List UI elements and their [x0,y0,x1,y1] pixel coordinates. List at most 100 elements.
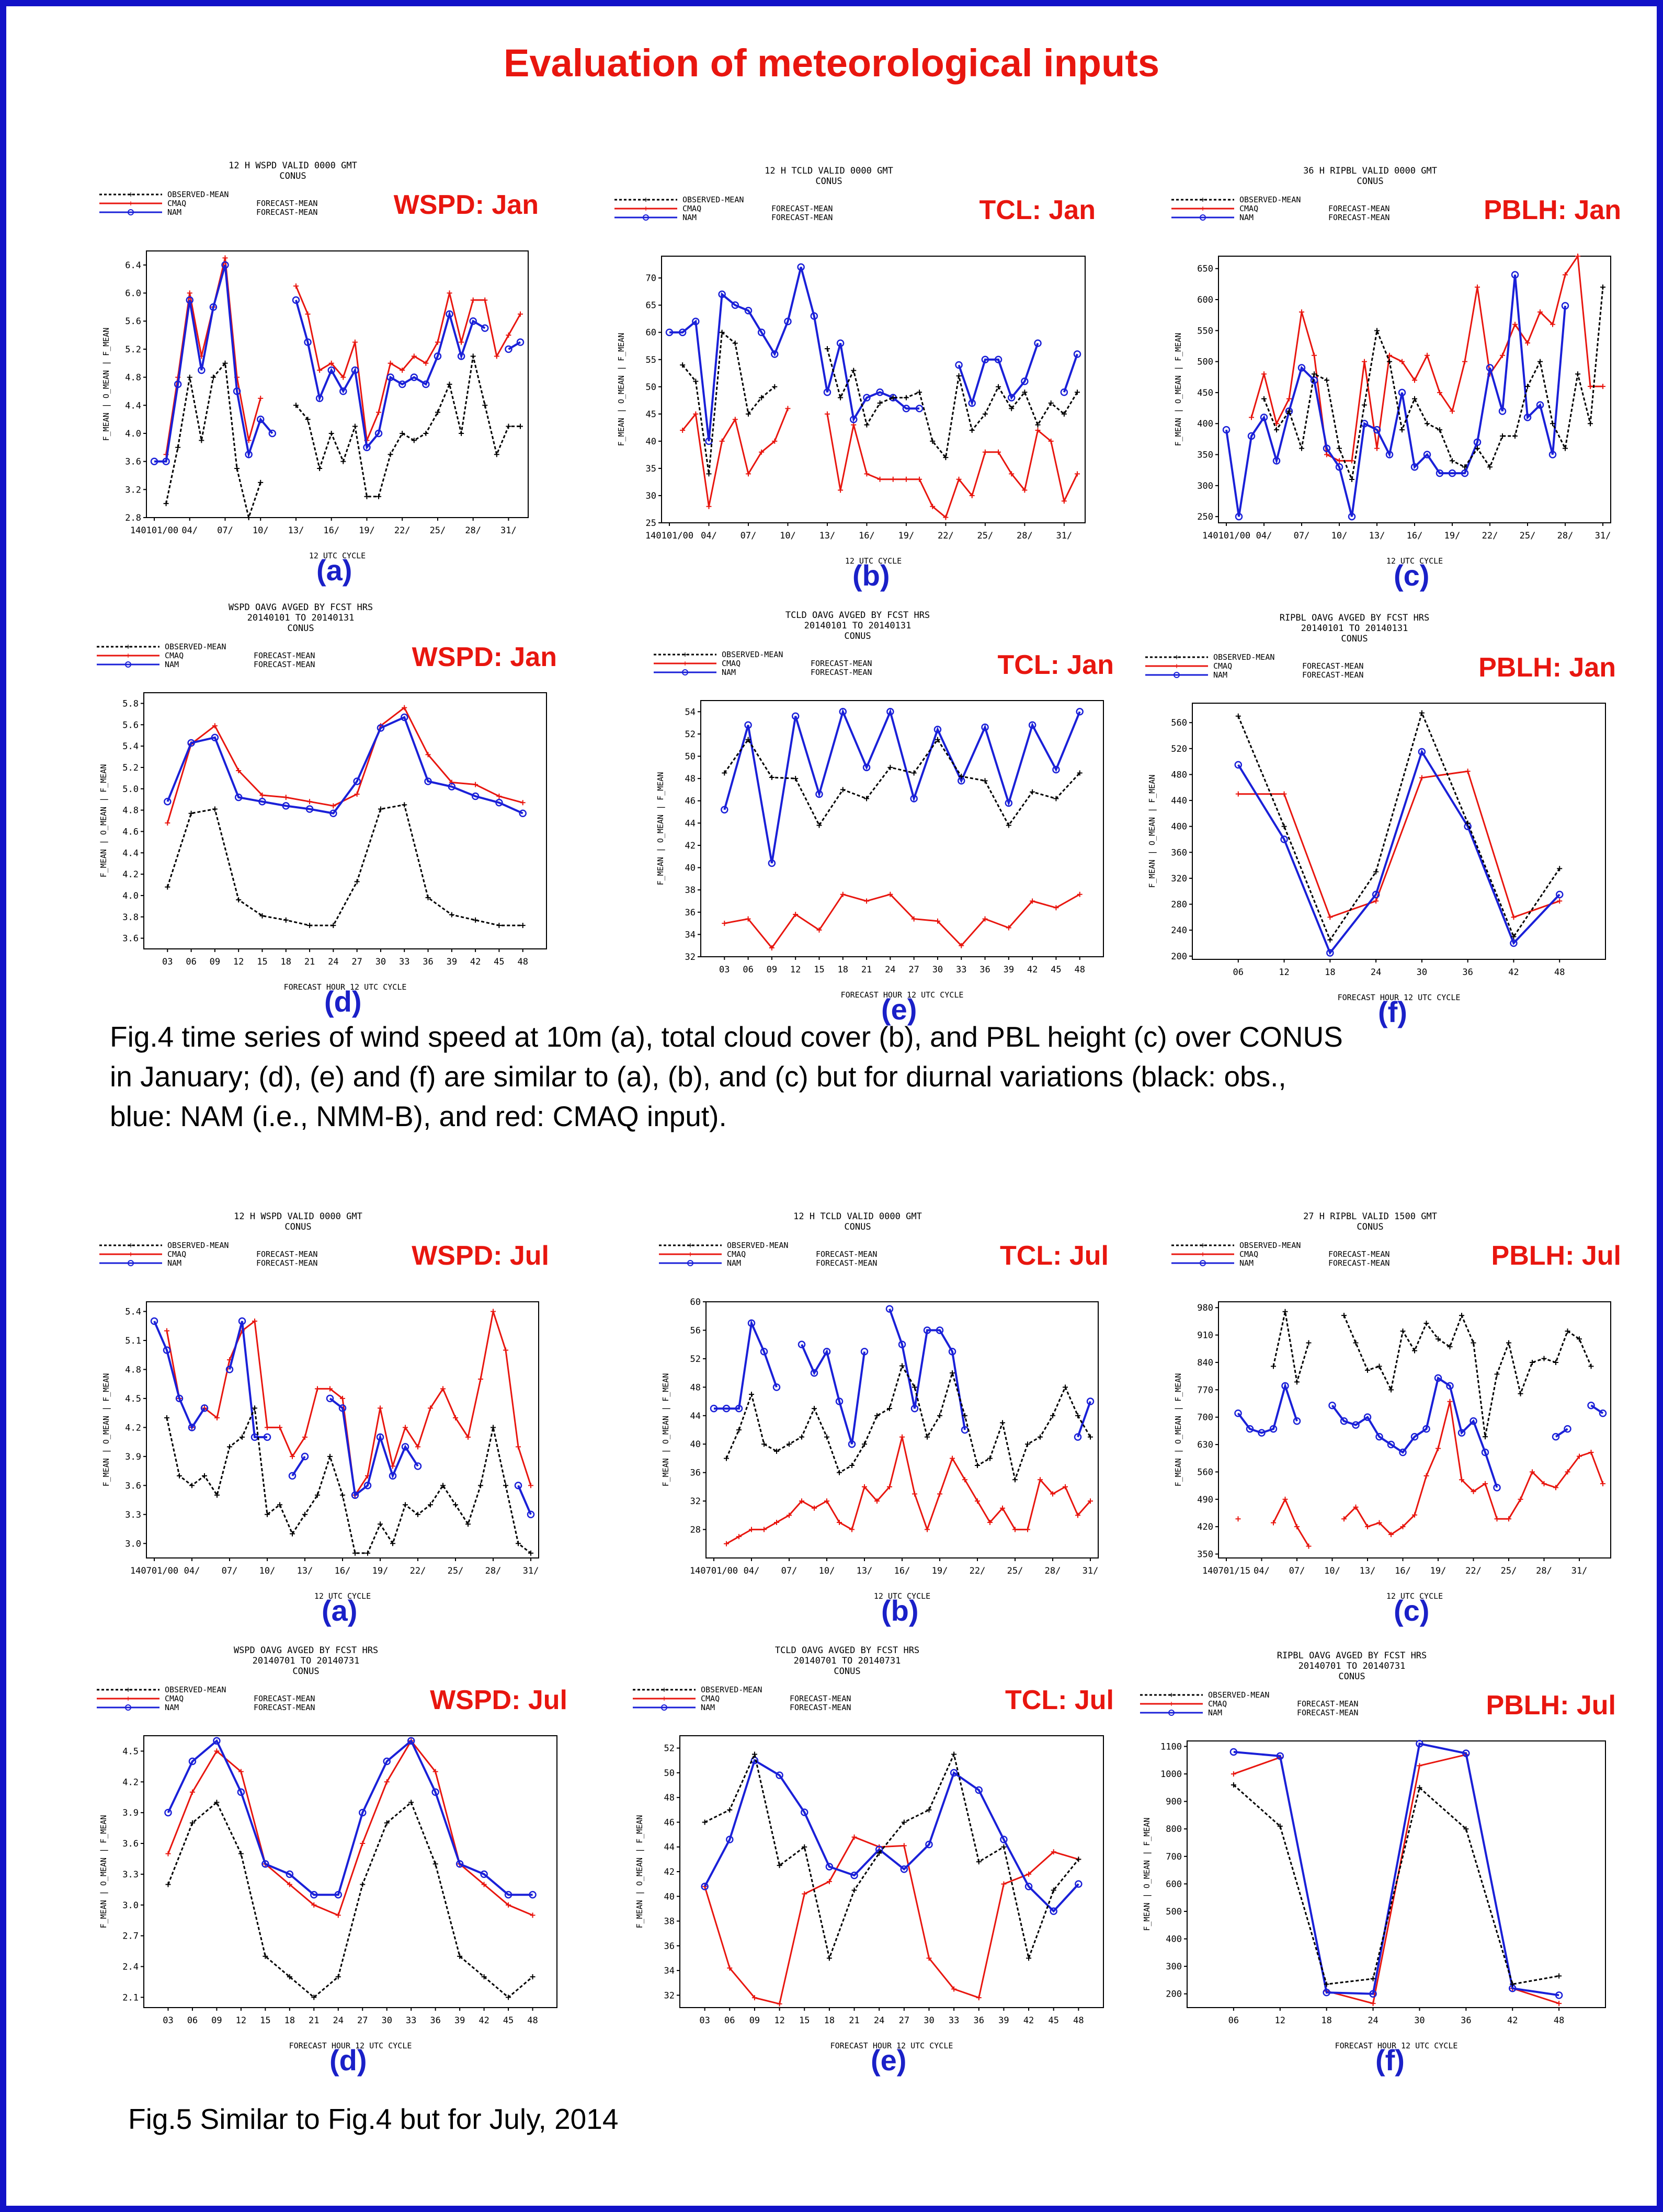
x-tick-label: 16/ [1407,531,1423,541]
series-line-nam [508,341,521,350]
chart-tag: PBLH: Jan [1478,652,1616,683]
legend-marker: + [1169,1699,1174,1709]
x-tick-label: 31/ [1595,531,1611,541]
x-tick-label: 13/ [857,1566,873,1576]
data-point-nam [1326,949,1334,957]
chart-title: 20140101 TO 20140131 [1301,623,1408,634]
data-point-nam [268,429,277,438]
series-line-nam [1077,1401,1091,1438]
chart-jul-tcl-timeseries: 12 H TCLD VALID 0000 GMT CONUS + OBSERVED-M… [648,1208,1109,1627]
chart-title: 12 H WSPD VALID 0000 GMT [234,1211,362,1222]
x-tick-label: 36 [1462,967,1473,978]
series-line-cmaq [1238,770,1560,919]
y-tick-label: 980 [1197,1303,1213,1313]
chart-jan-wspd-diurnal: WSPD OAVG AVGED BY FCST HRS 20140101 TO 2… [86,599,557,1018]
y-tick-label: 4.2 [122,1777,139,1787]
plot-frame [1192,703,1606,960]
x-tick-label: 39 [1004,965,1014,975]
x-tick-label: 48 [1074,965,1085,975]
series-obs [702,1751,1081,1961]
y-tick-label: 60 [646,328,656,338]
data-point-obs [1075,389,1080,395]
legend-label-nam: NAM [722,668,736,677]
y-tick-label: 4.5 [125,1394,141,1404]
data-point-cmaq [518,311,523,317]
y-tick-label: 6.0 [125,289,141,299]
series-line-obs [166,804,523,926]
data-point-nam [422,380,430,388]
data-point-nam [1052,765,1060,774]
y-tick-label: 4.2 [125,1423,141,1433]
x-tick-label: 03 [719,965,730,975]
x-tick-label: 28/ [485,1566,502,1576]
y-tick-label: 5.6 [125,316,141,327]
chart-title: 20140701 TO 20140731 [1298,1661,1406,1671]
legend-label-obs: OBSERVED-MEAN [1239,1241,1301,1250]
chart-jul-pblh-timeseries: 27 H RIPBL VALID 1500 GMT CONUS + OBSERVED-… [1161,1208,1621,1627]
x-tick-label: 48 [527,2015,538,2026]
legend-label-nam: NAM [727,1258,741,1268]
fig4-caption-line: Fig.4 time series of wind speed at 10m (… [110,1021,1343,1053]
y-tick-label: 50 [646,382,656,393]
y-tick-label: 4.6 [122,827,139,837]
legend-label-nam: NAM [167,1258,181,1268]
panel-label: (a) [322,1594,358,1627]
data-point-nam [353,777,361,785]
y-tick-label: 36 [664,1941,675,1952]
x-axis-label: 12 UTC CYCLE [309,551,366,560]
x-tick-label: 04/ [744,1566,760,1576]
legend-label-nam: NAM [1239,213,1254,222]
x-tick-label: 28/ [1557,531,1574,541]
x-tick-label: 140701/00 [690,1566,738,1576]
legend-label-cmaq: CMAQ [1208,1699,1227,1709]
chart-title: TCLD OAVG AVGED BY FCST HRS [785,610,930,621]
x-tick-label: 09 [211,2015,222,2026]
series-nam [164,713,527,817]
series-line-nam [1237,749,1561,955]
x-tick-label: 12 [790,965,801,975]
x-tick-label: 24 [1371,967,1381,978]
x-tick-label: 04/ [184,1566,200,1576]
y-tick-label: 32 [664,1990,675,2001]
x-axis-label: FORECAST HOUR 12 UTC CYCLE [841,990,964,1000]
y-tick-label: 2.4 [122,1962,139,1973]
data-point-nam [150,1317,158,1325]
data-point-obs [774,1448,779,1454]
chart-title: RIPBL OAVG AVGED BY FCST HRS [1277,1651,1427,1661]
x-tick-label: 140701/15 [1202,1566,1250,1576]
series-line-cmaq [166,1311,532,1498]
x-tick-label: 33 [956,965,966,975]
legend-label-forecast: FORECAST-MEAN [1328,204,1389,213]
chart-tag: TCL: Jan [997,650,1114,680]
legend-label-cmaq: CMAQ [1239,204,1258,213]
legend-label-nam: NAM [165,660,179,669]
data-point-nam [1328,1401,1336,1409]
chart-title: 20140701 TO 20140731 [794,1656,901,1666]
x-tick-label: 36 [979,965,990,975]
series-line-cmaq [165,258,261,455]
data-point-obs [876,1850,882,1856]
series-line-obs [826,348,1078,460]
x-tick-label: 19/ [898,531,915,541]
series-cmaq [1235,1399,1605,1549]
y-tick-label: 44 [685,818,696,829]
series-cmaq [680,406,1080,520]
data-point-nam [527,1510,535,1519]
data-point-nam [1555,890,1564,899]
y-tick-label: 500 [1197,357,1213,368]
series-line-cmaq [1233,1753,1559,2004]
data-point-nam [1552,1432,1560,1441]
y-tick-label: 400 [1166,1934,1182,1945]
legend-marker: + [688,1241,692,1250]
series-line-nam [517,1485,532,1515]
y-tick-label: 28 [690,1525,701,1535]
series-cmaq [1249,254,1605,464]
legend-label-forecast: FORECAST-MEAN [256,208,317,217]
data-point-nam [1423,451,1431,459]
x-tick-label: 48 [1554,2015,1564,2026]
legend-label-forecast: FORECAST-MEAN [790,1694,851,1703]
panel-label: (e) [871,2044,907,2077]
x-tick-label: 36 [423,957,433,967]
